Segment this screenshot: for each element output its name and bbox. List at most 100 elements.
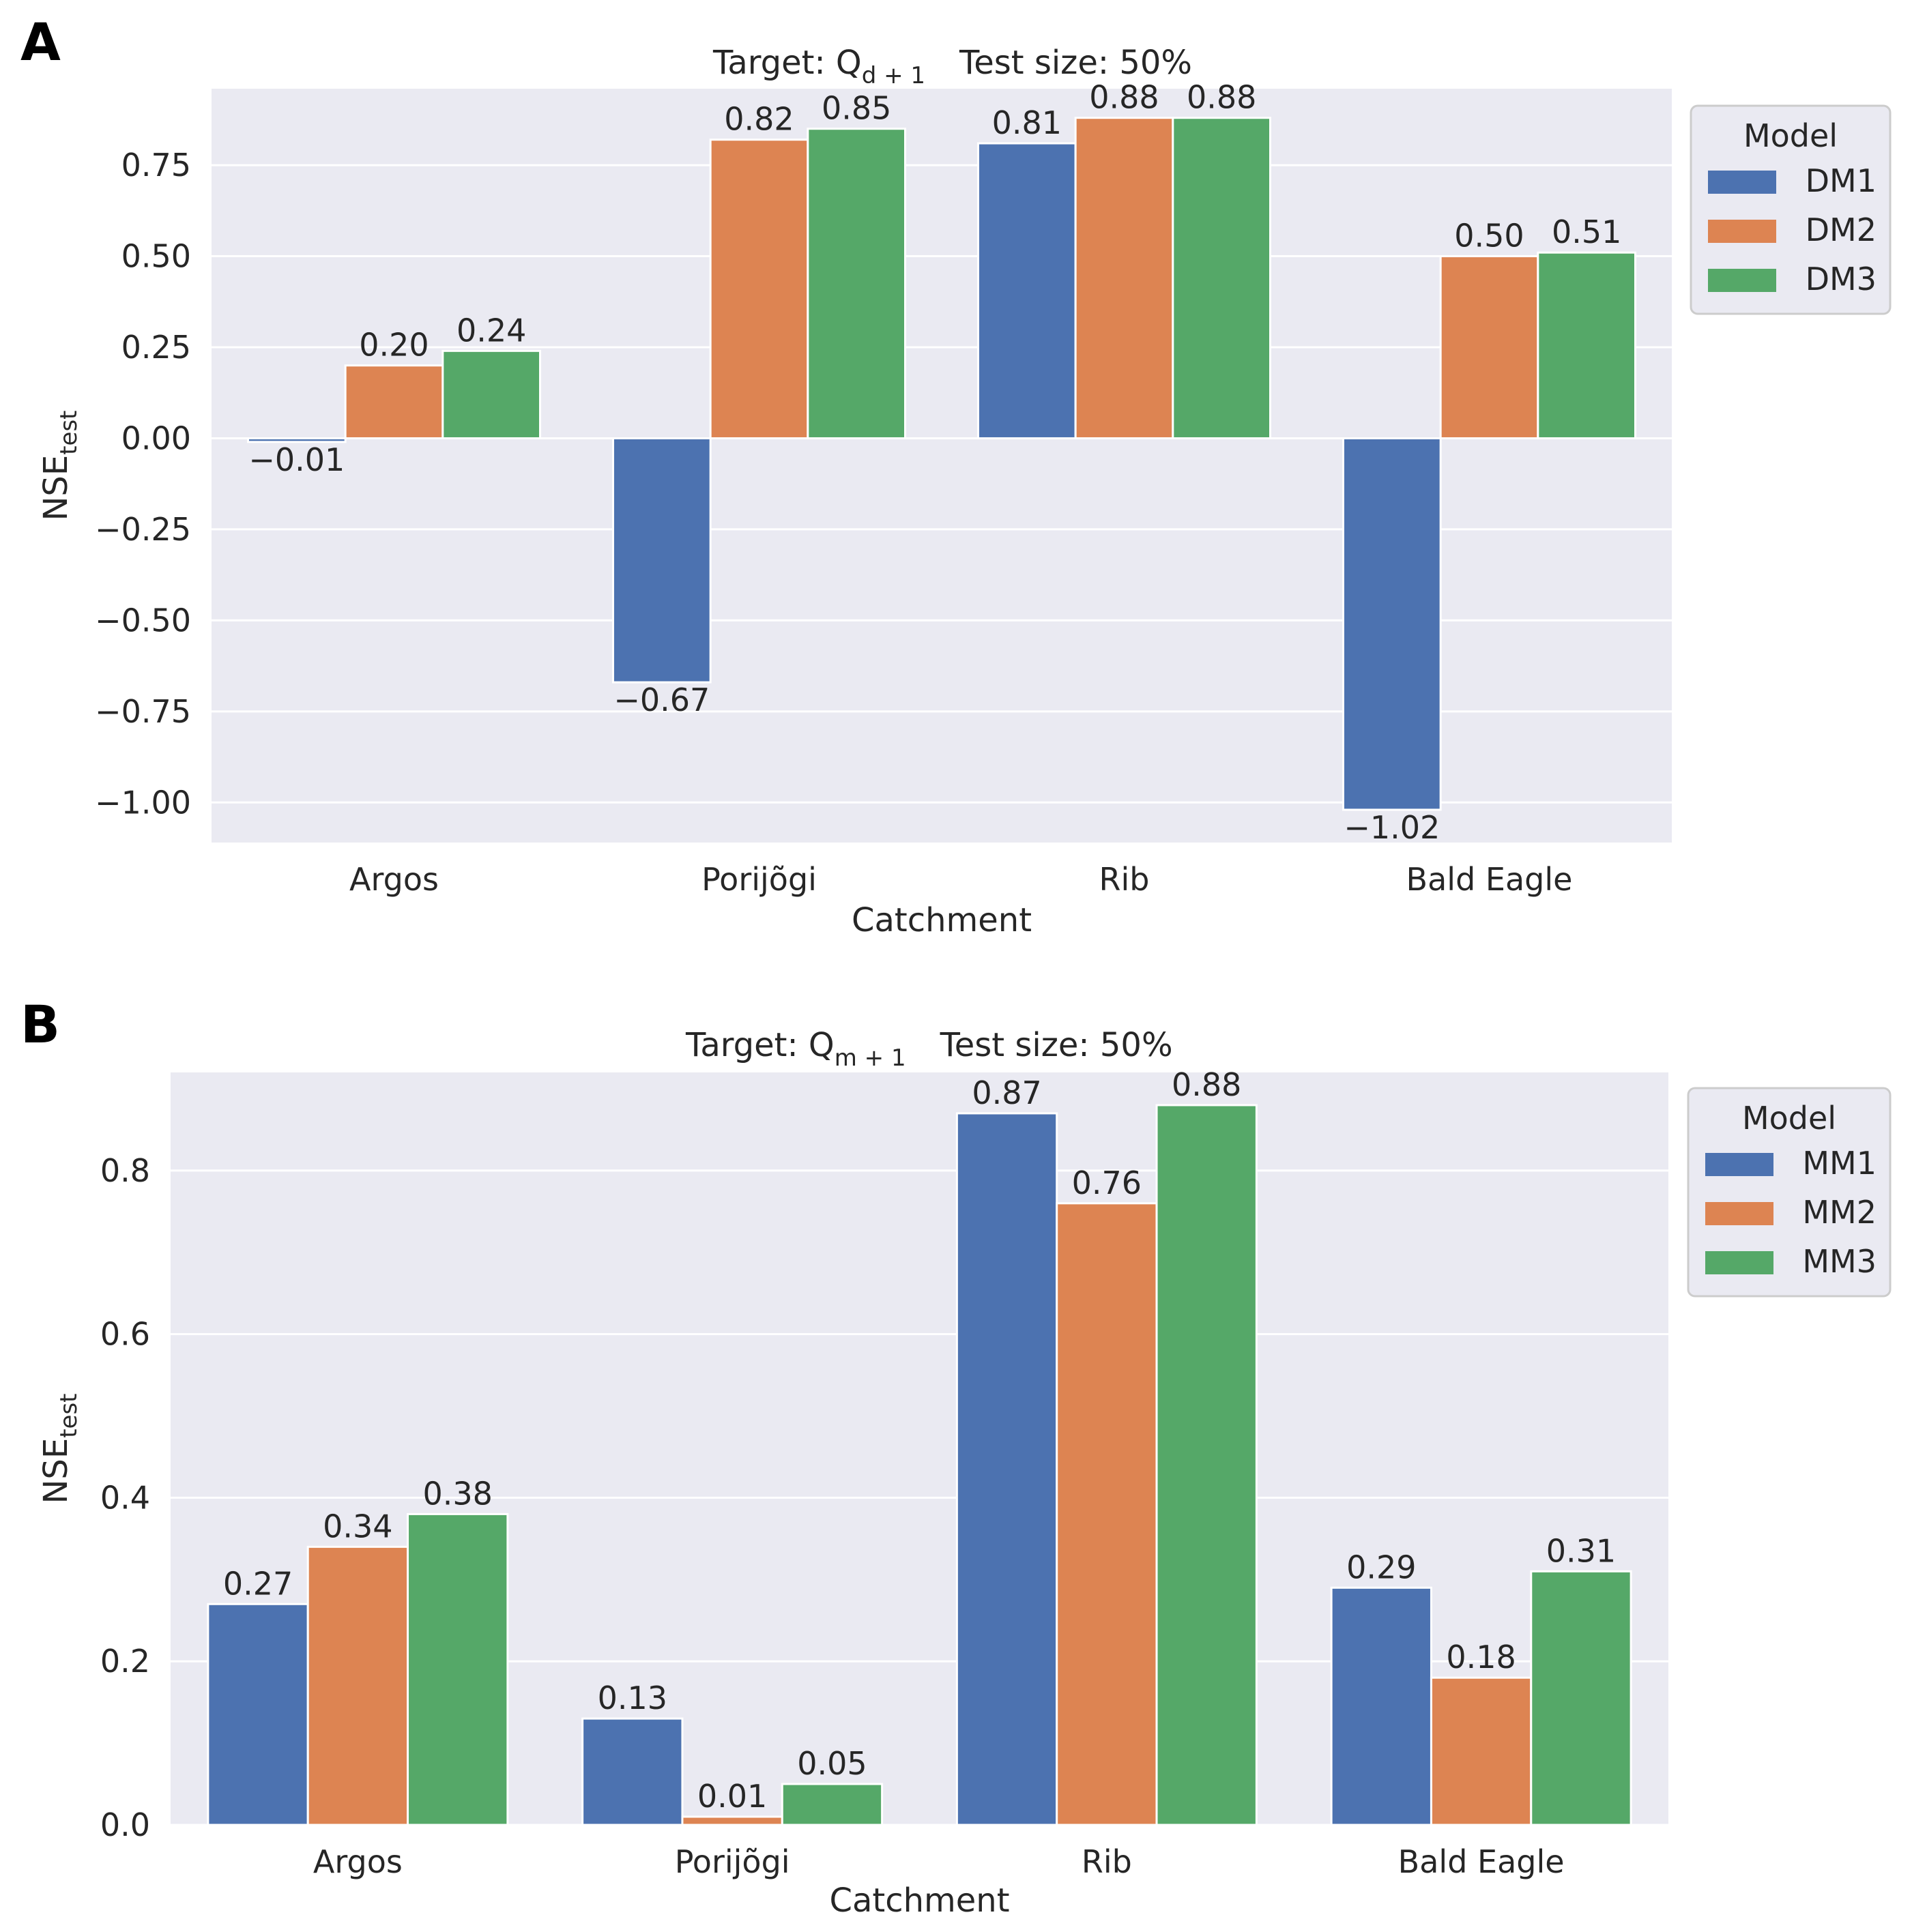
legend-frame — [1687, 1087, 1892, 1298]
bar-mm1 — [1330, 1586, 1432, 1826]
legend-label: MM1 — [1802, 1145, 1877, 1182]
bar-value-label: 0.27 — [223, 1565, 293, 1602]
y-label-subscript: test — [55, 411, 83, 455]
title-prefix: Target: Q — [685, 1026, 835, 1064]
legend: Model MM1 MM2 MM3 — [1687, 1087, 1892, 1298]
title-suffix: Test size: 50% — [940, 1026, 1173, 1064]
bar-value-label: −0.67 — [613, 682, 710, 718]
y-axis-label: NSEtest — [37, 411, 83, 521]
bar-dm2 — [1439, 255, 1539, 439]
bar-value-label: 0.87 — [972, 1074, 1041, 1111]
bar-mm1 — [955, 1112, 1058, 1826]
title-subscript: d + 1 — [862, 62, 925, 89]
legend: Model DM1 DM2 DM3 — [1690, 104, 1892, 315]
bar-value-label: 0.24 — [457, 312, 526, 349]
bar-dm1 — [1342, 437, 1442, 811]
bar-mm2 — [681, 1815, 783, 1826]
legend-label: MM2 — [1802, 1194, 1877, 1231]
legend-swatch-mm1 — [1705, 1153, 1773, 1176]
legend-label: MM3 — [1802, 1243, 1877, 1280]
bar-dm3 — [807, 128, 907, 439]
bar-value-label: −1.02 — [1344, 809, 1440, 846]
bar-dm2 — [709, 138, 809, 439]
bar-value-label: 0.01 — [697, 1778, 767, 1815]
bar-value-label: 0.82 — [724, 101, 794, 138]
bar-dm1 — [247, 437, 347, 443]
legend-label: DM2 — [1806, 211, 1877, 248]
bar-mm2 — [1430, 1676, 1533, 1826]
bar-mm1 — [581, 1717, 684, 1826]
y-label-subscript: test — [55, 1394, 83, 1438]
x-axis-label: Catchment — [829, 1882, 1009, 1920]
x-tick-label: Porijõgi — [675, 1843, 790, 1880]
legend-swatch-dm2 — [1708, 220, 1776, 243]
bar-mm2 — [306, 1545, 409, 1826]
bar-dm1 — [977, 142, 1077, 439]
x-axis-label: Catchment — [852, 901, 1032, 939]
legend-title: Model — [1742, 1100, 1836, 1137]
bar-value-label: 0.88 — [1187, 79, 1256, 116]
y-tick-label: 0.6 — [100, 1316, 150, 1353]
title-subscript: m + 1 — [835, 1044, 906, 1072]
x-tick-label: Bald Eagle — [1406, 861, 1573, 898]
bar-dm1 — [612, 437, 712, 684]
legend-swatch-dm1 — [1708, 171, 1776, 194]
x-tick-label: Rib — [1099, 861, 1150, 898]
bar-mm2 — [1056, 1202, 1158, 1826]
bar-value-label: 0.18 — [1446, 1639, 1516, 1675]
legend-swatch-mm3 — [1705, 1251, 1773, 1274]
y-tick-label: −0.75 — [95, 693, 191, 730]
bar-value-label: 0.85 — [822, 90, 891, 127]
bar-value-label: 0.51 — [1552, 214, 1621, 250]
y-tick-label: 0.00 — [121, 420, 191, 456]
bar-value-label: 0.38 — [422, 1475, 492, 1512]
bar-value-label: 0.13 — [598, 1680, 667, 1716]
bar-value-label: 0.88 — [1089, 79, 1159, 116]
bar-mm3 — [407, 1512, 509, 1826]
panel-letter: B — [20, 994, 60, 1055]
bar-value-label: 0.50 — [1454, 218, 1524, 254]
y-tick-label: 0.50 — [121, 238, 191, 275]
y-tick-label: 0.2 — [100, 1643, 150, 1680]
y-tick-label: −0.50 — [95, 602, 191, 639]
bar-dm3 — [1537, 251, 1636, 439]
legend-frame — [1690, 104, 1892, 315]
bar-value-label: −0.01 — [248, 441, 345, 478]
y-tick-label: −0.25 — [95, 511, 191, 548]
y-tick-label: 0.75 — [121, 147, 191, 184]
y-axis-label: NSEtest — [37, 1394, 83, 1504]
chart-panel-b: B Target: Qm + 1 Test size: 50% 0.0 0.2 0.4 0.… — [20, 994, 1892, 1920]
panel-letter: A — [20, 12, 61, 72]
legend-swatch-dm3 — [1708, 269, 1776, 292]
chart-title: Target: Qm + 1 Test size: 50% — [685, 1026, 1173, 1072]
bar-value-label: 0.76 — [1072, 1165, 1142, 1201]
chart-panel-a: A Target: Qd + 1 Test size: 50% −1.00 −0.75 −… — [20, 12, 1892, 939]
plot-area — [212, 89, 1672, 843]
bar-value-label: 0.88 — [1172, 1066, 1241, 1103]
chart-title: Target: Qd + 1 Test size: 50% — [712, 44, 1192, 89]
bar-value-label: 0.05 — [797, 1745, 867, 1782]
bar-dm2 — [1074, 117, 1174, 439]
y-tick-label: 0.4 — [100, 1479, 150, 1516]
bar-dm3 — [441, 349, 541, 439]
bar-mm3 — [1155, 1104, 1258, 1826]
title-suffix: Test size: 50% — [959, 44, 1192, 82]
bar-mm3 — [1530, 1570, 1632, 1826]
x-tick-label: Bald Eagle — [1398, 1843, 1565, 1880]
y-tick-label: −1.00 — [95, 784, 191, 821]
x-tick-label: Argos — [313, 1843, 403, 1880]
bar-value-label: 0.29 — [1346, 1549, 1416, 1585]
bar-value-label: 0.31 — [1546, 1532, 1616, 1569]
x-tick-label: Rib — [1082, 1843, 1132, 1880]
bar-dm3 — [1172, 117, 1272, 439]
bar-dm2 — [344, 364, 444, 439]
bar-mm1 — [207, 1602, 309, 1826]
y-tick-label: 0.0 — [100, 1806, 150, 1843]
bar-mm3 — [781, 1783, 884, 1826]
legend-title: Model — [1743, 117, 1838, 154]
x-tick-label: Argos — [349, 861, 439, 898]
y-tick-label: 0.25 — [121, 329, 191, 366]
y-label-main: NSE — [37, 1438, 75, 1504]
legend-label: DM3 — [1806, 261, 1877, 297]
